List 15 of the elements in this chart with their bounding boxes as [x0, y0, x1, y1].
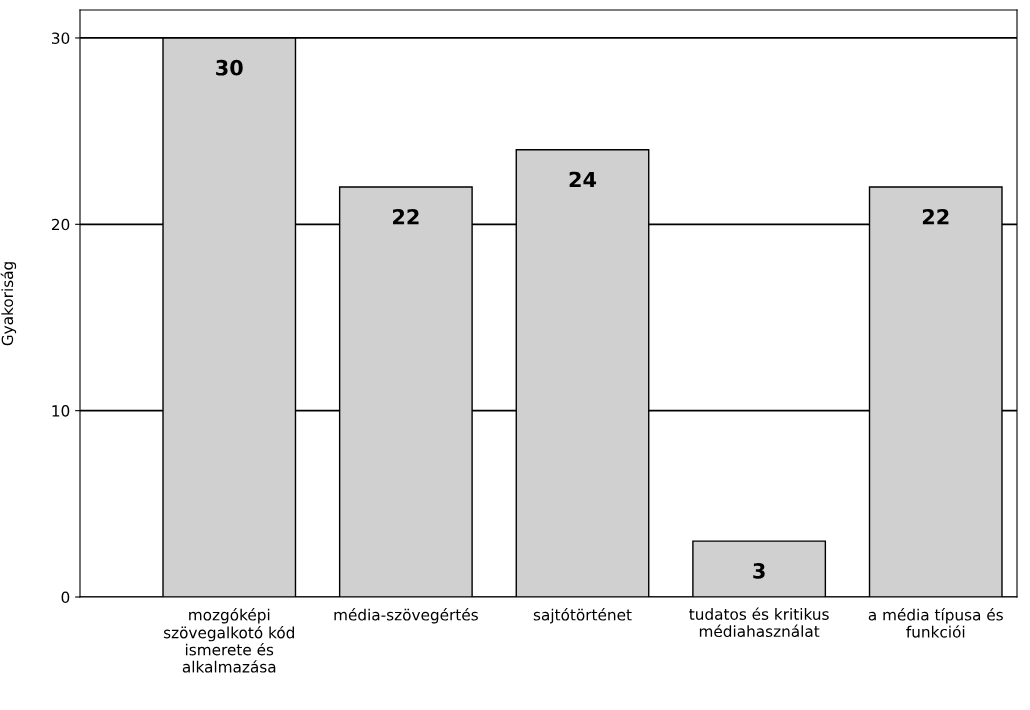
x-tick-label: média-szövegértés — [334, 608, 478, 624]
y-axis-title: Gyakoriság — [0, 262, 17, 346]
y-tick-label: 10 — [52, 405, 70, 417]
data-label: 22 — [922, 208, 949, 225]
y-tick-label: 20 — [51, 218, 70, 231]
y-tick-label: 30 — [52, 32, 70, 44]
data-label: 30 — [216, 59, 243, 76]
x-tick-label: mozgóképi szövegalkotó kód ismerete és alkalmazása — [163, 608, 294, 673]
y-tick-label: 0 — [61, 591, 70, 604]
data-label: 24 — [569, 171, 597, 188]
data-label: 22 — [393, 208, 419, 225]
data-label: 3 — [753, 562, 765, 579]
x-tick-label: sajtótörténet — [533, 608, 632, 624]
x-tick-label: a média típusa és funkciói — [868, 608, 1003, 638]
x-tick-label: tudatos és kritikus médiahasználat — [689, 607, 829, 638]
